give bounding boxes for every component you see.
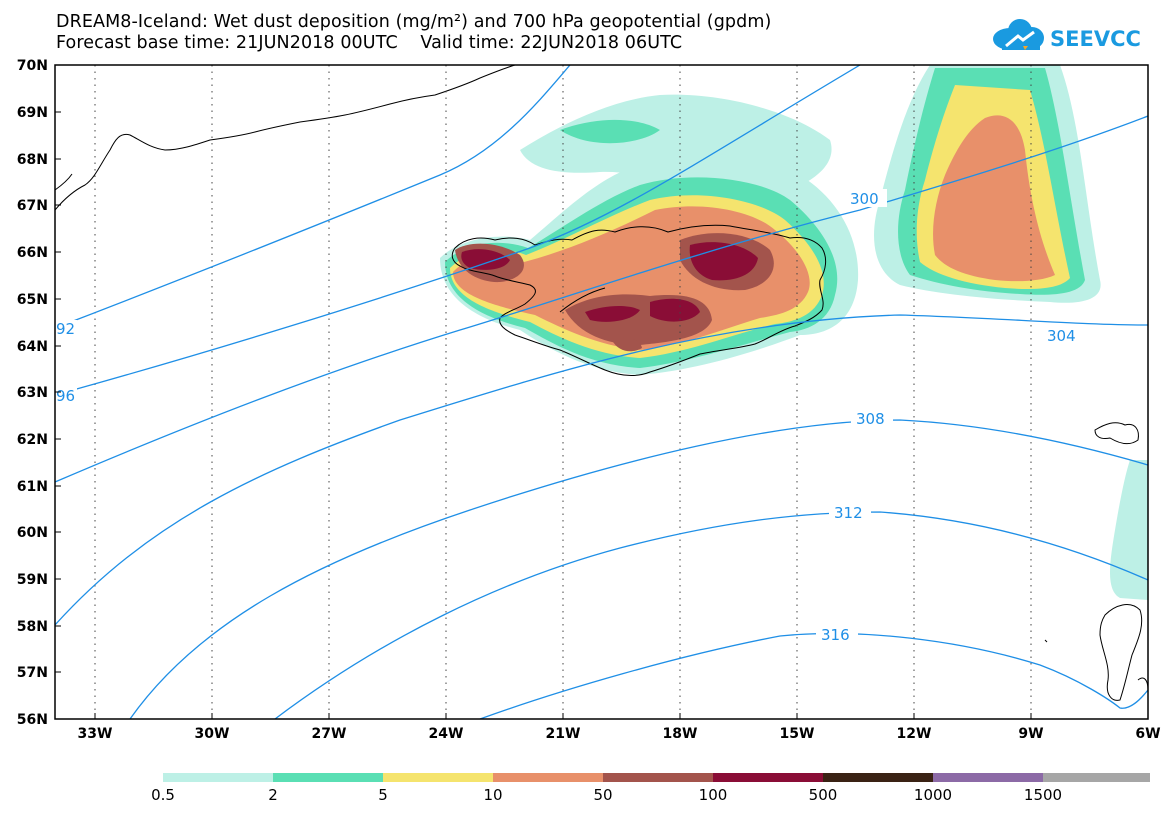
lat-label: 70N [16,58,48,74]
colorbar-label: 2 [268,786,278,804]
lat-label: 59N [16,572,48,588]
lat-label: 64N [16,339,48,355]
map-title: DREAM8-Iceland: Wet dust deposition (mg/… [56,12,772,32]
contour-label-308: 308 [856,410,885,428]
lat-label: 61N [16,479,48,495]
lat-label: 63N [16,385,48,401]
lat-label: 60N [16,525,48,541]
logo-text: SEEVCCC [1050,27,1140,51]
lon-label: 24W [428,726,464,742]
colorbar-swatch [933,773,1043,782]
map-subtitle: Forecast base time: 21JUN2018 00UTC Vali… [56,33,683,53]
colorbar-label: 1500 [1023,786,1063,804]
colorbar-label: 0.5 [151,786,175,804]
colorbar-swatch [383,773,493,782]
colorbar-swatch [713,773,823,782]
colorbar-label: 100 [698,786,728,804]
lon-label: 9W [1018,726,1044,742]
lon-label: 33W [77,726,113,742]
lat-label: 67N [16,198,48,214]
contour-label-300: 300 [850,190,879,208]
lon-label: 12W [896,726,932,742]
colorbar-label: 500 [808,786,838,804]
dust-deposition-field [440,65,1148,600]
colorbar-label: 10 [483,786,503,804]
geopotential-contours [55,65,1148,719]
contour-label-316: 316 [821,626,850,644]
lat-label: 65N [16,292,48,308]
lat-label: 66N [16,245,48,261]
colorbar-label: 5 [378,786,388,804]
lat-label: 56N [16,712,48,728]
contour-labels: 300 304 308 312 316 92 96 [55,189,1084,644]
seevccc-logo: SEEVCCC [990,14,1156,56]
lon-label: 18W [662,726,698,742]
coastline [55,65,1148,701]
lat-label: 68N [16,152,48,168]
colorbar-swatch [163,773,273,782]
lat-label: 62N [16,432,48,448]
lat-label: 58N [16,619,48,635]
contour-label-296: 96 [56,387,75,405]
lon-label: 21W [545,726,581,742]
contour-label-304: 304 [1047,327,1076,345]
lon-label: 30W [194,726,230,742]
lat-label: 69N [16,105,48,121]
lon-label: 15W [779,726,815,742]
colorbar-swatch [823,773,933,782]
colorbar-swatch [273,773,383,782]
colorbar-swatch [493,773,603,782]
colorbar-label: 1000 [913,786,953,804]
lon-label: 6W [1135,726,1161,742]
contour-label-292: 92 [56,320,75,338]
lat-label: 57N [16,665,48,681]
lon-label: 27W [311,726,347,742]
colorbar-swatch [603,773,713,782]
axis-ticks [55,64,1032,720]
cloud-icon [993,19,1044,50]
contour-label-312: 312 [834,504,863,522]
colorbar-label: 50 [593,786,613,804]
colorbar-swatch [1043,773,1150,782]
